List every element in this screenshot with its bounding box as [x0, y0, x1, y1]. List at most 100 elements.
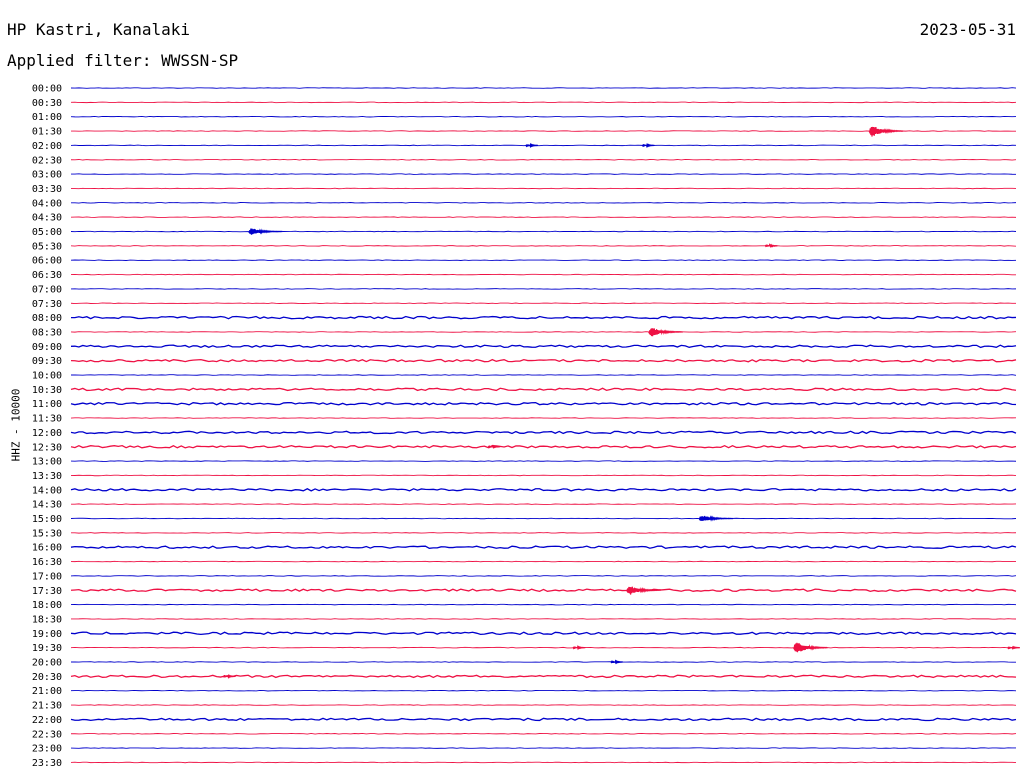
- row-time-label: 03:00: [32, 170, 62, 181]
- row-time-label: 11:30: [32, 414, 62, 425]
- trace-line: [70, 202, 1017, 204]
- seismic-event: [248, 228, 283, 235]
- row-time-label: 07:00: [32, 284, 62, 295]
- row-time-label: 17:30: [32, 586, 62, 597]
- row-time-label: 11:00: [32, 399, 62, 410]
- trace-line: [70, 216, 1017, 218]
- trace-line: [70, 474, 1017, 477]
- row-time-label: 06:00: [32, 256, 62, 267]
- row-time-label: 09:30: [32, 356, 62, 367]
- trace-line: [70, 387, 1017, 392]
- row-time-label: 08:00: [32, 313, 62, 324]
- seismic-event: [1007, 645, 1021, 650]
- trace-line: [70, 230, 1017, 233]
- row-time-label: 14:30: [32, 500, 62, 511]
- trace-line: [70, 646, 1017, 649]
- row-time-label: 13:30: [32, 471, 62, 482]
- trace-line: [70, 747, 1017, 749]
- trace-line: [70, 661, 1017, 663]
- trace-line: [70, 575, 1017, 577]
- trace-line: [70, 488, 1017, 492]
- trace-line: [70, 302, 1017, 304]
- trace-line: [70, 444, 1017, 449]
- row-time-label: 05:30: [32, 241, 62, 252]
- trace-line: [70, 245, 1017, 247]
- trace-line: [70, 288, 1017, 290]
- row-time-label: 04:00: [32, 198, 62, 209]
- trace-line: [70, 674, 1017, 679]
- trace-line: [70, 401, 1017, 406]
- trace-line: [70, 761, 1017, 764]
- row-time-label: 22:30: [32, 729, 62, 740]
- row-time-label: 19:00: [32, 629, 62, 640]
- trace-line: [70, 115, 1017, 118]
- plot-date: 2023-05-31: [919, 20, 1016, 39]
- row-time-label: 16:30: [32, 557, 62, 568]
- seismic-event: [868, 126, 904, 137]
- row-time-label: 16:00: [32, 543, 62, 554]
- trace-line: [70, 689, 1017, 692]
- station-title: HP Kastri, Kanalaki: [7, 20, 191, 39]
- seismic-event: [525, 142, 539, 149]
- row-time-label: 21:30: [32, 701, 62, 712]
- trace-line: [70, 717, 1017, 722]
- trace-line: [70, 101, 1017, 104]
- trace-line: [71, 130, 1017, 132]
- trace-line: [70, 503, 1017, 505]
- row-time-label: 19:30: [32, 643, 62, 654]
- row-time-label: 02:30: [32, 155, 62, 166]
- row-time-label: 05:00: [32, 227, 62, 238]
- row-time-label: 08:30: [32, 327, 62, 338]
- trace-line: [70, 460, 1017, 462]
- row-time-label: 12:00: [32, 428, 62, 439]
- row-time-label: 23:00: [32, 744, 62, 755]
- trace-line: [70, 344, 1017, 349]
- seismic-event: [764, 242, 778, 248]
- trace-line: [70, 588, 1017, 593]
- seismic-event: [487, 444, 501, 450]
- row-time-label: 15:30: [32, 528, 62, 539]
- seismic-event: [792, 642, 828, 653]
- trace-line: [70, 517, 1017, 520]
- row-time-label: 14:00: [32, 485, 62, 496]
- filter-label: Applied filter: WWSSN-SP: [7, 51, 239, 70]
- row-time-label: 10:00: [32, 371, 62, 382]
- row-time-label: 22:00: [32, 715, 62, 726]
- row-time-label: 20:30: [32, 672, 62, 683]
- trace-line: [70, 631, 1017, 636]
- trace-line: [70, 374, 1017, 376]
- row-time-label: 18:00: [32, 600, 62, 611]
- row-time-label: 12:30: [32, 442, 62, 453]
- trace-line: [71, 315, 1017, 320]
- seismic-event: [698, 515, 734, 522]
- trace-line: [70, 187, 1017, 190]
- row-time-label: 01:30: [32, 127, 62, 138]
- row-time-label: 21:00: [32, 686, 62, 697]
- row-time-label: 00:30: [32, 98, 62, 109]
- trace-line: [70, 430, 1017, 435]
- trace-line: [70, 618, 1017, 620]
- trace-line: [70, 273, 1017, 276]
- trace-line: [70, 144, 1017, 147]
- row-time-label: 03:30: [32, 184, 62, 195]
- trace-line: [70, 87, 1017, 89]
- trace-line: [70, 704, 1017, 706]
- row-time-label: 10:30: [32, 385, 62, 396]
- row-time-label: 15:00: [32, 514, 62, 525]
- seismic-event: [642, 142, 655, 149]
- row-time-label: 09:00: [32, 342, 62, 353]
- row-time-label: 01:00: [32, 112, 62, 123]
- row-time-label: 17:00: [32, 571, 62, 582]
- trace-line: [70, 259, 1017, 261]
- row-time-label: 18:30: [32, 614, 62, 625]
- seismic-event: [610, 659, 624, 665]
- trace-line: [70, 732, 1017, 735]
- row-time-label: 20:00: [32, 658, 62, 669]
- seismic-event: [572, 644, 586, 651]
- trace-line: [70, 358, 1017, 363]
- trace-line: [70, 173, 1017, 175]
- trace-line: [70, 417, 1017, 419]
- trace-line: [70, 158, 1017, 161]
- trace-line: [70, 603, 1017, 606]
